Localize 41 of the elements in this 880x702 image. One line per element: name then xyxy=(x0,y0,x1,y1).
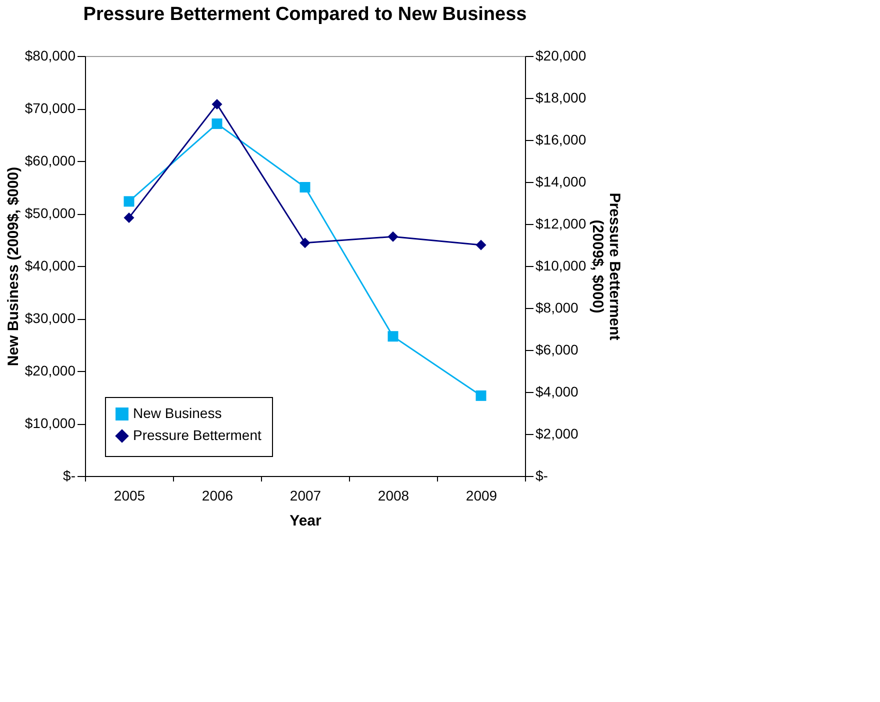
y-axis-title: New Business (2009$, $000) xyxy=(4,166,22,366)
x-tick-label: 2009 xyxy=(466,488,498,504)
y-tick-label: $30,000 xyxy=(24,310,76,326)
point xyxy=(300,182,310,192)
y2-tick-label: $12,000 xyxy=(536,216,586,232)
point xyxy=(212,118,222,129)
point xyxy=(388,331,398,342)
y-tick-label: $40,000 xyxy=(24,258,76,274)
y-tick-label: $10,000 xyxy=(24,415,76,431)
point xyxy=(212,99,222,110)
point xyxy=(124,196,134,207)
y2-tick-label: $14,000 xyxy=(536,174,586,190)
chart-title: Pressure Betterment Compared to New Business xyxy=(83,4,527,25)
point xyxy=(476,240,486,250)
x-tick-label: 2007 xyxy=(290,488,322,504)
point xyxy=(476,390,486,401)
point xyxy=(388,231,398,242)
y2-tick-label: $18,000 xyxy=(536,90,586,106)
y2-tick-label: $16,000 xyxy=(536,132,586,148)
legend-label: Pressure Betterment xyxy=(133,427,262,443)
y-tick-label: $- xyxy=(63,468,76,484)
point xyxy=(124,212,134,223)
y2-tick-label: $20,000 xyxy=(536,48,586,64)
point xyxy=(300,238,310,248)
y-tick-label: $50,000 xyxy=(24,205,76,221)
legend-label: New Business xyxy=(133,405,222,421)
y2-tick-label: $2,000 xyxy=(536,426,579,442)
y-tick-label: $60,000 xyxy=(24,152,76,168)
y2-axis-title: Pressure Betterment (2009$, $000) xyxy=(589,192,624,340)
y2-tick-label: $10,000 xyxy=(536,258,586,274)
x-tick-label: 2008 xyxy=(378,488,410,504)
y2-tick-label: $8,000 xyxy=(536,300,579,316)
y2-tick-label: $- xyxy=(536,468,548,484)
y-tick-label: $80,000 xyxy=(24,48,76,64)
y-tick-label: $20,000 xyxy=(24,362,76,378)
y2-tick-label: $6,000 xyxy=(536,342,579,358)
x-tick-label: 2006 xyxy=(202,488,234,504)
x-axis-title: Year xyxy=(290,512,322,530)
y2-tick-label: $4,000 xyxy=(536,384,579,400)
x-tick-label: 2005 xyxy=(114,488,146,504)
y-tick-label: $70,000 xyxy=(24,100,76,116)
